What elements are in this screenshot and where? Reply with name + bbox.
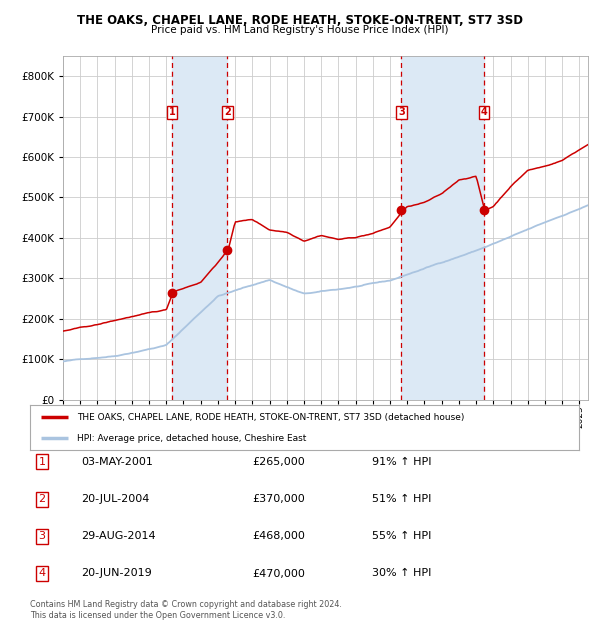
Text: 20-JUL-2004: 20-JUL-2004 [81, 494, 149, 504]
Text: THE OAKS, CHAPEL LANE, RODE HEATH, STOKE-ON-TRENT, ST7 3SD (detached house): THE OAKS, CHAPEL LANE, RODE HEATH, STOKE… [77, 413, 464, 422]
Text: 20-JUN-2019: 20-JUN-2019 [81, 569, 152, 578]
Text: HPI: Average price, detached house, Cheshire East: HPI: Average price, detached house, Ches… [77, 434, 306, 443]
Bar [172, 56, 227, 400]
Text: 55% ↑ HPI: 55% ↑ HPI [372, 531, 431, 541]
Text: 3: 3 [398, 107, 405, 117]
Text: Price paid vs. HM Land Registry's House Price Index (HPI): Price paid vs. HM Land Registry's House … [151, 25, 449, 35]
Text: 4: 4 [481, 107, 488, 117]
Text: 29-AUG-2014: 29-AUG-2014 [81, 531, 155, 541]
Text: Contains HM Land Registry data © Crown copyright and database right 2024.
This d: Contains HM Land Registry data © Crown c… [30, 600, 342, 619]
Text: £265,000: £265,000 [252, 457, 305, 467]
Text: 3: 3 [38, 531, 46, 541]
Text: 2: 2 [224, 107, 231, 117]
Text: THE OAKS, CHAPEL LANE, RODE HEATH, STOKE-ON-TRENT, ST7 3SD: THE OAKS, CHAPEL LANE, RODE HEATH, STOKE… [77, 14, 523, 27]
Text: 91% ↑ HPI: 91% ↑ HPI [372, 457, 431, 467]
Text: 4: 4 [38, 569, 46, 578]
Bar [401, 56, 484, 400]
Text: 03-MAY-2001: 03-MAY-2001 [81, 457, 153, 467]
Text: £470,000: £470,000 [252, 569, 305, 578]
Text: 30% ↑ HPI: 30% ↑ HPI [372, 569, 431, 578]
Text: £370,000: £370,000 [252, 494, 305, 504]
Text: £468,000: £468,000 [252, 531, 305, 541]
Text: 51% ↑ HPI: 51% ↑ HPI [372, 494, 431, 504]
Text: 1: 1 [169, 107, 176, 117]
Text: 2: 2 [38, 494, 46, 504]
Text: 1: 1 [38, 457, 46, 467]
